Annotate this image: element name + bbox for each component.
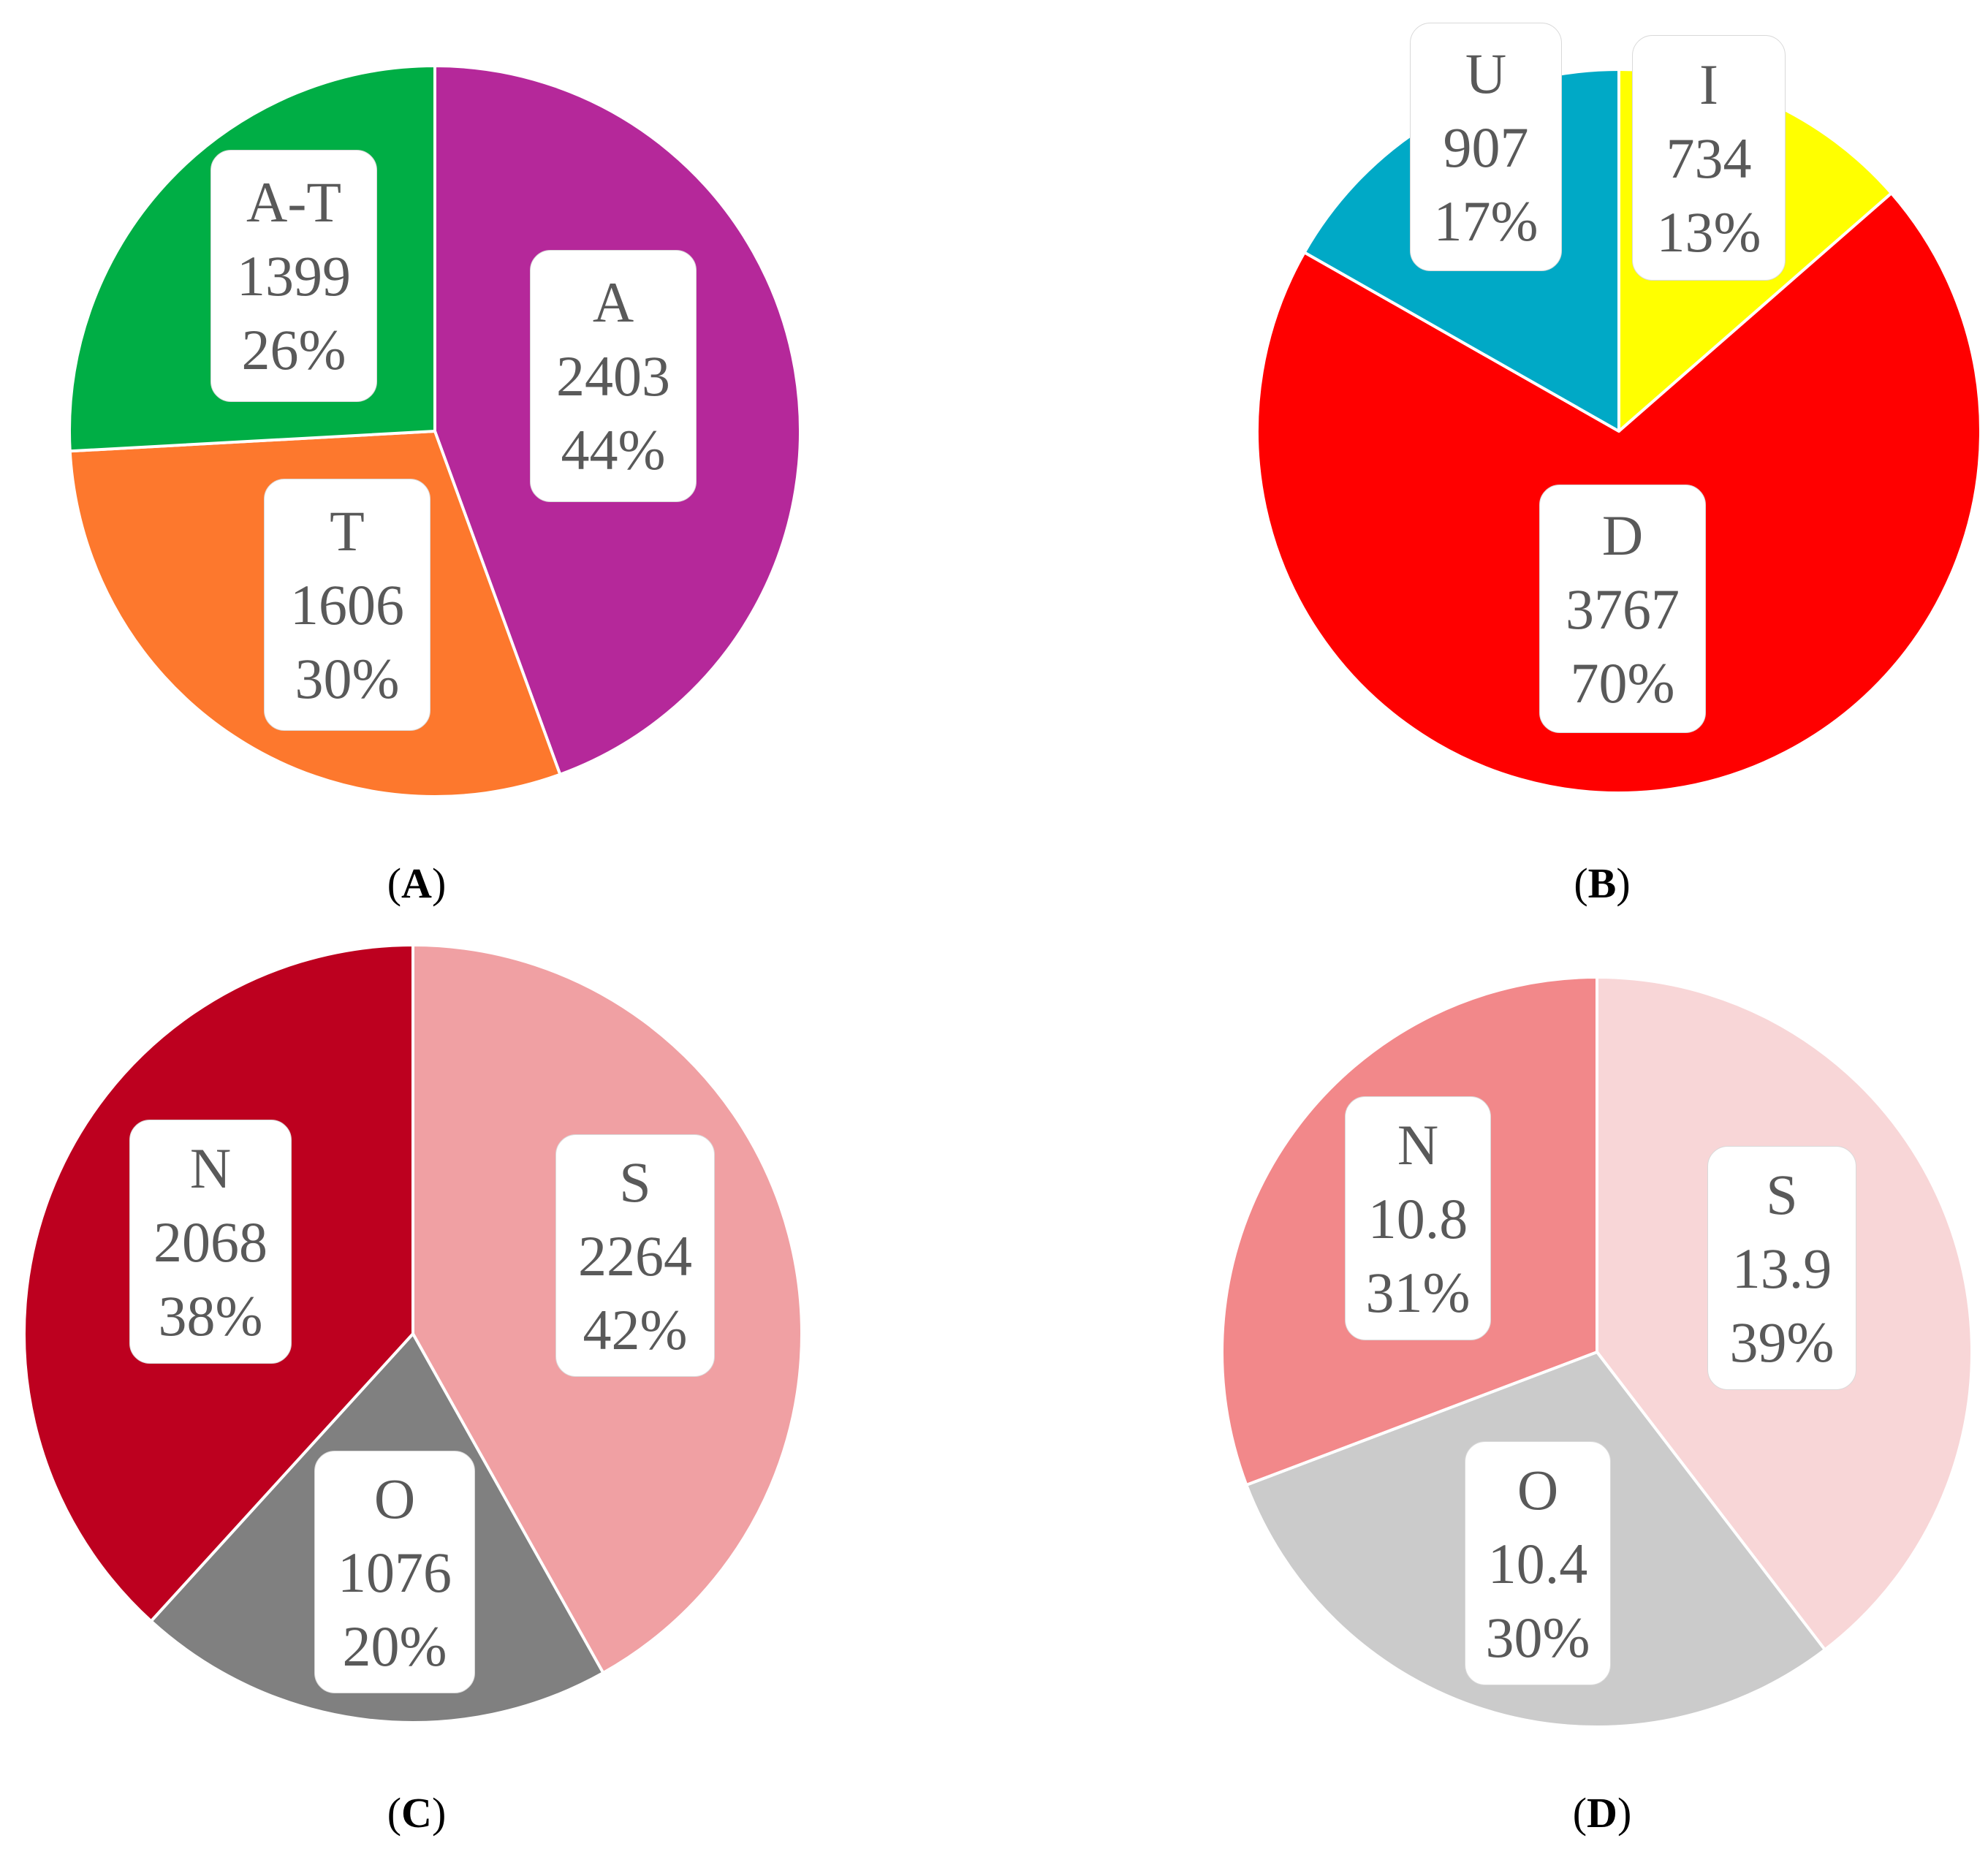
label-box-c-slice-1: O 1076 20% <box>314 1451 475 1693</box>
slice-percent: 17% <box>1433 189 1539 253</box>
caption-letter: B <box>1587 859 1617 907</box>
slice-value: 2403 <box>556 344 670 408</box>
slice-label: T <box>330 499 365 563</box>
slice-label: I <box>1699 52 1718 116</box>
slice-label: N <box>189 1136 232 1200</box>
slice-label: S <box>619 1150 651 1214</box>
slice-value: 10.8 <box>1367 1186 1468 1250</box>
slice-percent: 44% <box>561 418 666 482</box>
slice-percent: 38% <box>158 1283 263 1348</box>
slice-percent: 39% <box>1729 1310 1835 1374</box>
slice-value: 1606 <box>290 573 404 637</box>
slice-percent: 26% <box>241 318 346 381</box>
label-box-b-slice-1: D 3767 70% <box>1539 485 1706 733</box>
slice-label: S <box>1766 1162 1798 1226</box>
slice-value: 3767 <box>1566 577 1680 641</box>
slice-value: 13.9 <box>1731 1236 1832 1300</box>
slice-value: 1399 <box>237 244 351 308</box>
label-box-d-slice-2: N 10.8 31% <box>1345 1096 1491 1340</box>
panel-caption-d: (D) <box>1572 1789 1632 1837</box>
label-box-c-slice-0: S 2264 42% <box>555 1134 715 1377</box>
slice-percent: 20% <box>342 1614 447 1678</box>
slice-percent: 70% <box>1570 650 1675 715</box>
panel-caption-c: (C) <box>387 1789 447 1837</box>
panel-caption-a: (A) <box>387 859 447 907</box>
slice-label: A-T <box>246 170 341 234</box>
caption-letter: D <box>1587 1789 1617 1837</box>
slice-label: O <box>373 1466 416 1530</box>
caption-letter: C <box>401 1789 432 1837</box>
caption-letter: A <box>401 859 432 907</box>
slice-value: 10.4 <box>1487 1531 1588 1595</box>
slice-value: 734 <box>1666 126 1752 190</box>
slice-percent: 30% <box>295 647 400 710</box>
label-box-b-slice-0: I 734 13% <box>1632 35 1786 281</box>
label-box-b-slice-2: U 907 17% <box>1410 23 1562 271</box>
slice-value: 907 <box>1443 115 1529 179</box>
label-box-a-slice-1: T 1606 30% <box>264 479 430 731</box>
label-box-a-slice-0: A 2403 44% <box>530 250 697 502</box>
label-box-d-slice-0: S 13.9 39% <box>1707 1146 1856 1390</box>
slice-percent: 42% <box>583 1297 688 1362</box>
slice-label: D <box>1601 503 1644 567</box>
slice-label: A <box>592 270 634 334</box>
slice-label: O <box>1517 1457 1559 1522</box>
label-box-c-slice-2: N 2068 38% <box>129 1120 292 1364</box>
slice-value: 2068 <box>153 1210 268 1274</box>
slice-percent: 30% <box>1485 1605 1590 1669</box>
slice-label: N <box>1397 1112 1439 1177</box>
slice-percent: 31% <box>1365 1260 1471 1324</box>
slice-value: 1076 <box>338 1540 452 1604</box>
label-box-a-slice-2: A-T 1399 26% <box>210 150 377 402</box>
slice-value: 2264 <box>578 1223 692 1288</box>
panel-caption-b: (B) <box>1574 859 1631 907</box>
slice-label: U <box>1465 41 1507 105</box>
slice-percent: 13% <box>1656 200 1761 264</box>
label-box-d-slice-1: O 10.4 30% <box>1465 1441 1611 1685</box>
